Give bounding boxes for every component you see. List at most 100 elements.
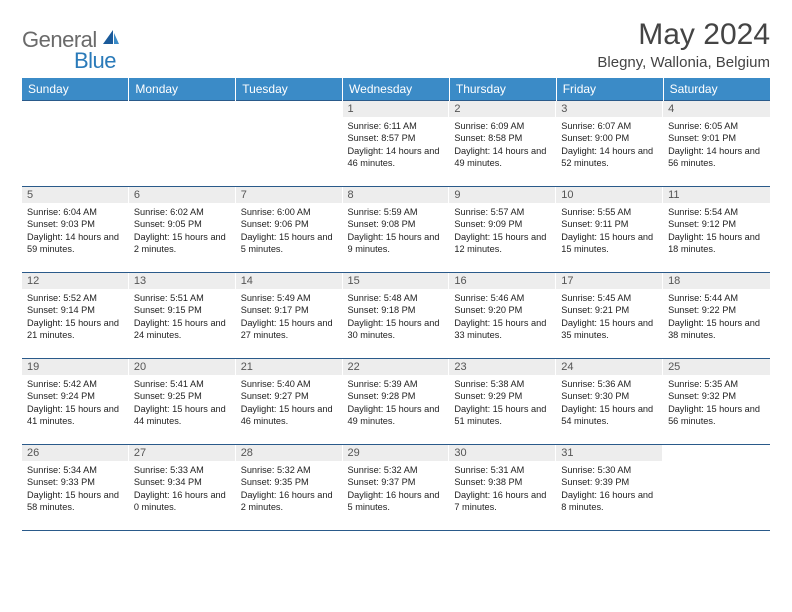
- day-content: Sunrise: 5:41 AMSunset: 9:25 PMDaylight:…: [129, 375, 236, 431]
- calendar-day-cell: 1Sunrise: 6:11 AMSunset: 8:57 PMDaylight…: [343, 101, 450, 187]
- calendar-day-cell: 4Sunrise: 6:05 AMSunset: 9:01 PMDaylight…: [663, 101, 770, 187]
- calendar-day-cell: 15Sunrise: 5:48 AMSunset: 9:18 PMDayligh…: [343, 273, 450, 359]
- day-content: Sunrise: 5:40 AMSunset: 9:27 PMDaylight:…: [236, 375, 343, 431]
- day-content: Sunrise: 5:51 AMSunset: 9:15 PMDaylight:…: [129, 289, 236, 345]
- weekday-header: Sunday: [22, 78, 129, 101]
- page-header: General Blue May 2024 Blegny, Wallonia, …: [22, 18, 770, 72]
- calendar-day-cell: 27Sunrise: 5:33 AMSunset: 9:34 PMDayligh…: [129, 445, 236, 531]
- calendar-day-cell: 14Sunrise: 5:49 AMSunset: 9:17 PMDayligh…: [236, 273, 343, 359]
- calendar-day-cell: 12Sunrise: 5:52 AMSunset: 9:14 PMDayligh…: [22, 273, 129, 359]
- day-number: 23: [449, 359, 555, 375]
- location-text: Blegny, Wallonia, Belgium: [597, 54, 770, 71]
- logo-text-blue: Blue: [22, 50, 132, 72]
- day-number: 13: [129, 273, 235, 289]
- title-block: May 2024 Blegny, Wallonia, Belgium: [597, 18, 770, 71]
- day-number: 14: [236, 273, 342, 289]
- day-content: Sunrise: 5:54 AMSunset: 9:12 PMDaylight:…: [663, 203, 770, 259]
- day-content: Sunrise: 5:32 AMSunset: 9:35 PMDaylight:…: [236, 461, 343, 517]
- day-number: 17: [556, 273, 662, 289]
- calendar-day-cell: [22, 101, 129, 187]
- day-content: Sunrise: 5:59 AMSunset: 9:08 PMDaylight:…: [343, 203, 450, 259]
- day-number: 19: [22, 359, 128, 375]
- calendar-day-cell: 21Sunrise: 5:40 AMSunset: 9:27 PMDayligh…: [236, 359, 343, 445]
- day-number: 22: [343, 359, 449, 375]
- calendar-week-row: 1Sunrise: 6:11 AMSunset: 8:57 PMDaylight…: [22, 101, 770, 187]
- calendar-day-cell: [236, 101, 343, 187]
- calendar-day-cell: 28Sunrise: 5:32 AMSunset: 9:35 PMDayligh…: [236, 445, 343, 531]
- calendar-day-cell: 16Sunrise: 5:46 AMSunset: 9:20 PMDayligh…: [449, 273, 556, 359]
- day-content: Sunrise: 5:52 AMSunset: 9:14 PMDaylight:…: [22, 289, 129, 345]
- calendar-day-cell: 5Sunrise: 6:04 AMSunset: 9:03 PMDaylight…: [22, 187, 129, 273]
- weekday-header-row: SundayMondayTuesdayWednesdayThursdayFrid…: [22, 78, 770, 101]
- calendar-day-cell: 20Sunrise: 5:41 AMSunset: 9:25 PMDayligh…: [129, 359, 236, 445]
- day-content: Sunrise: 5:48 AMSunset: 9:18 PMDaylight:…: [343, 289, 450, 345]
- day-number: 4: [663, 101, 770, 117]
- calendar-day-cell: 31Sunrise: 5:30 AMSunset: 9:39 PMDayligh…: [556, 445, 663, 531]
- day-number: 3: [556, 101, 662, 117]
- day-content: Sunrise: 5:39 AMSunset: 9:28 PMDaylight:…: [343, 375, 450, 431]
- calendar-day-cell: 11Sunrise: 5:54 AMSunset: 9:12 PMDayligh…: [663, 187, 770, 273]
- day-number: 10: [556, 187, 662, 203]
- day-number: 24: [556, 359, 662, 375]
- day-content: Sunrise: 5:32 AMSunset: 9:37 PMDaylight:…: [343, 461, 450, 517]
- weekday-header: Monday: [129, 78, 236, 101]
- month-title: May 2024: [597, 18, 770, 52]
- day-number: 8: [343, 187, 449, 203]
- day-content: Sunrise: 6:09 AMSunset: 8:58 PMDaylight:…: [449, 117, 556, 173]
- weekday-header: Friday: [556, 78, 663, 101]
- day-number: 21: [236, 359, 342, 375]
- calendar-day-cell: 3Sunrise: 6:07 AMSunset: 9:00 PMDaylight…: [556, 101, 663, 187]
- calendar-day-cell: [129, 101, 236, 187]
- day-number: 31: [556, 445, 662, 461]
- day-content: Sunrise: 5:44 AMSunset: 9:22 PMDaylight:…: [663, 289, 770, 345]
- weekday-header: Thursday: [449, 78, 556, 101]
- day-number: 12: [22, 273, 128, 289]
- day-content: Sunrise: 6:02 AMSunset: 9:05 PMDaylight:…: [129, 203, 236, 259]
- calendar-day-cell: 6Sunrise: 6:02 AMSunset: 9:05 PMDaylight…: [129, 187, 236, 273]
- calendar-day-cell: 10Sunrise: 5:55 AMSunset: 9:11 PMDayligh…: [556, 187, 663, 273]
- calendar-day-cell: 9Sunrise: 5:57 AMSunset: 9:09 PMDaylight…: [449, 187, 556, 273]
- calendar-week-row: 19Sunrise: 5:42 AMSunset: 9:24 PMDayligh…: [22, 359, 770, 445]
- day-content: Sunrise: 5:55 AMSunset: 9:11 PMDaylight:…: [556, 203, 663, 259]
- weekday-header: Wednesday: [343, 78, 450, 101]
- day-number: 11: [663, 187, 770, 203]
- day-content: Sunrise: 5:45 AMSunset: 9:21 PMDaylight:…: [556, 289, 663, 345]
- calendar-table: SundayMondayTuesdayWednesdayThursdayFrid…: [22, 78, 770, 531]
- day-number: 16: [449, 273, 555, 289]
- calendar-body: 1Sunrise: 6:11 AMSunset: 8:57 PMDaylight…: [22, 101, 770, 531]
- calendar-week-row: 5Sunrise: 6:04 AMSunset: 9:03 PMDaylight…: [22, 187, 770, 273]
- calendar-day-cell: 29Sunrise: 5:32 AMSunset: 9:37 PMDayligh…: [343, 445, 450, 531]
- day-content: Sunrise: 5:36 AMSunset: 9:30 PMDaylight:…: [556, 375, 663, 431]
- day-content: Sunrise: 5:42 AMSunset: 9:24 PMDaylight:…: [22, 375, 129, 431]
- day-number: 7: [236, 187, 342, 203]
- calendar-day-cell: 7Sunrise: 6:00 AMSunset: 9:06 PMDaylight…: [236, 187, 343, 273]
- day-number: 28: [236, 445, 342, 461]
- day-number: 2: [449, 101, 555, 117]
- calendar-day-cell: 25Sunrise: 5:35 AMSunset: 9:32 PMDayligh…: [663, 359, 770, 445]
- day-number: 5: [22, 187, 128, 203]
- day-content: Sunrise: 5:57 AMSunset: 9:09 PMDaylight:…: [449, 203, 556, 259]
- calendar-day-cell: 13Sunrise: 5:51 AMSunset: 9:15 PMDayligh…: [129, 273, 236, 359]
- calendar-day-cell: 19Sunrise: 5:42 AMSunset: 9:24 PMDayligh…: [22, 359, 129, 445]
- day-content: Sunrise: 5:49 AMSunset: 9:17 PMDaylight:…: [236, 289, 343, 345]
- day-content: Sunrise: 5:33 AMSunset: 9:34 PMDaylight:…: [129, 461, 236, 517]
- calendar-day-cell: 17Sunrise: 5:45 AMSunset: 9:21 PMDayligh…: [556, 273, 663, 359]
- day-content: Sunrise: 5:46 AMSunset: 9:20 PMDaylight:…: [449, 289, 556, 345]
- weekday-header: Saturday: [663, 78, 770, 101]
- logo: General Blue: [22, 28, 132, 72]
- day-content: Sunrise: 5:38 AMSunset: 9:29 PMDaylight:…: [449, 375, 556, 431]
- calendar-day-cell: 30Sunrise: 5:31 AMSunset: 9:38 PMDayligh…: [449, 445, 556, 531]
- day-content: Sunrise: 6:00 AMSunset: 9:06 PMDaylight:…: [236, 203, 343, 259]
- day-number: 29: [343, 445, 449, 461]
- calendar-day-cell: 2Sunrise: 6:09 AMSunset: 8:58 PMDaylight…: [449, 101, 556, 187]
- day-content: Sunrise: 6:11 AMSunset: 8:57 PMDaylight:…: [343, 117, 450, 173]
- day-content: Sunrise: 5:35 AMSunset: 9:32 PMDaylight:…: [663, 375, 770, 431]
- day-number: 18: [663, 273, 770, 289]
- calendar-day-cell: 18Sunrise: 5:44 AMSunset: 9:22 PMDayligh…: [663, 273, 770, 359]
- day-number: 20: [129, 359, 235, 375]
- day-number: 27: [129, 445, 235, 461]
- day-content: Sunrise: 5:30 AMSunset: 9:39 PMDaylight:…: [556, 461, 663, 517]
- calendar-week-row: 12Sunrise: 5:52 AMSunset: 9:14 PMDayligh…: [22, 273, 770, 359]
- day-number: 25: [663, 359, 770, 375]
- weekday-header: Tuesday: [236, 78, 343, 101]
